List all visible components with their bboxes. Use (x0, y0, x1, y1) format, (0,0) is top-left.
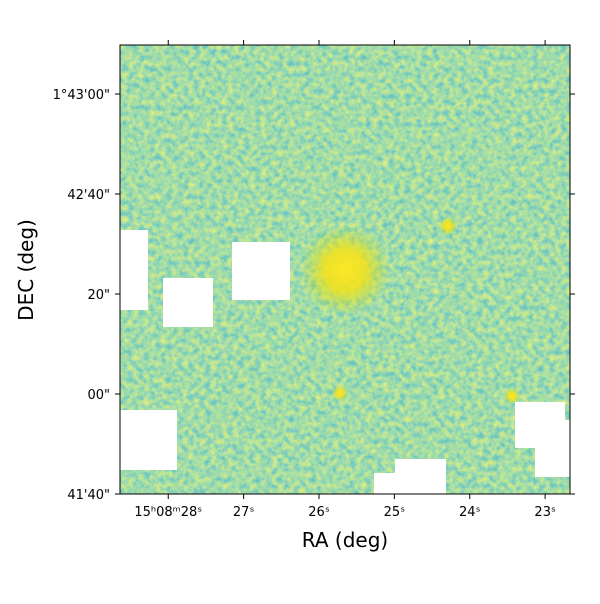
x-tick-label: 24ˢ (459, 505, 481, 520)
x-tick-label: 26ˢ (308, 505, 330, 520)
y-tick-label: 42'40" (67, 188, 110, 203)
y-tick-label: 00" (87, 388, 110, 403)
image (120, 45, 570, 494)
x-tick-label: 15ʰ08ᵐ28ˢ (134, 505, 202, 520)
x-tick-label: 27ˢ (233, 505, 255, 520)
axes-frame (119, 44, 571, 495)
y-tick-label: 41'40" (67, 488, 110, 503)
y-tick-label: 1°43'00" (53, 88, 110, 103)
x-tick-label: 23ˢ (534, 505, 556, 520)
x-tick-label: 25ˢ (384, 505, 406, 520)
x-axis-label: RA (deg) (302, 528, 388, 552)
y-tick-label: 20" (87, 288, 110, 303)
y-axis-label: DEC (deg) (14, 219, 38, 321)
masked-region (120, 230, 570, 494)
